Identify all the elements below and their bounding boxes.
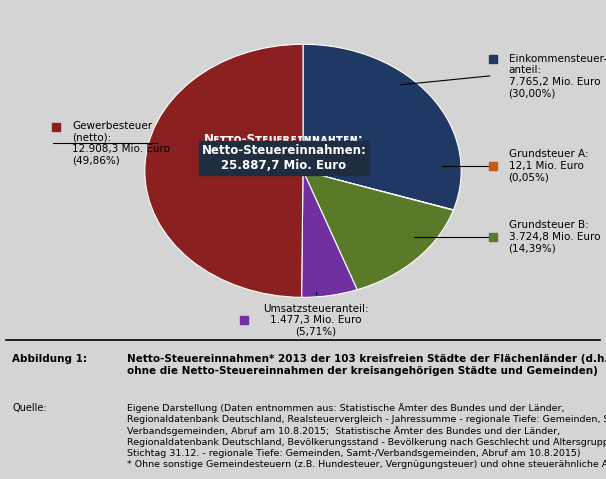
Text: Nᴇᴛᴛᴏ-Sᴛᴇᴜᴇʀᴇɪɴɴᴀʜᴛᴇɴ:: Nᴇᴛᴛᴏ-Sᴛᴇᴜᴇʀᴇɪɴɴᴀʜᴛᴇɴ: (204, 133, 364, 146)
Text: Grundsteuer B:
3.724,8 Mio. Euro
(14,39%): Grundsteuer B: 3.724,8 Mio. Euro (14,39%… (508, 220, 600, 253)
Wedge shape (303, 171, 453, 290)
Text: Quelle:: Quelle: (12, 403, 47, 413)
Text: Netto-Steuereinnahmen:
25.887,7 Mio. Euro: Netto-Steuereinnahmen: 25.887,7 Mio. Eur… (202, 144, 367, 172)
Wedge shape (145, 44, 303, 297)
Text: Einkommensteuer-
anteil:
7.765,2 Mio. Euro
(30,00%): Einkommensteuer- anteil: 7.765,2 Mio. Eu… (508, 54, 606, 98)
Text: Grundsteuer A:
12,1 Mio. Euro
(0,05%): Grundsteuer A: 12,1 Mio. Euro (0,05%) (508, 149, 588, 182)
Wedge shape (303, 44, 461, 210)
Text: Abbildung 1:: Abbildung 1: (12, 354, 87, 364)
Wedge shape (303, 171, 453, 210)
Text: Gewerbesteuer
(netto):
12.908,3 Mio. Euro
(49,86%): Gewerbesteuer (netto): 12.908,3 Mio. Eur… (72, 121, 170, 165)
Text: Umsatzsteueranteil:
1.477,3 Mio. Euro
(5,71%): Umsatzsteueranteil: 1.477,3 Mio. Euro (5… (263, 304, 368, 337)
Text: Netto-Steuereinnahmen* 2013 der 103 kreisfreien Städte der Flächenländer (d.h.
o: Netto-Steuereinnahmen* 2013 der 103 krei… (127, 354, 606, 376)
Wedge shape (302, 171, 357, 297)
Text: Eigene Darstellung (Daten entnommen aus: Statistische Ämter des Bundes und der L: Eigene Darstellung (Daten entnommen aus:… (127, 403, 606, 469)
